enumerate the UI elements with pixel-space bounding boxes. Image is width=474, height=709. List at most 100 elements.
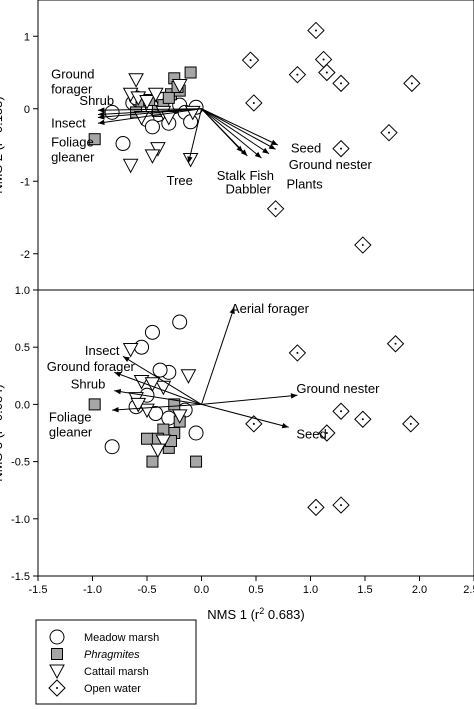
- diamond-point: [402, 415, 420, 433]
- circle-point: [144, 324, 160, 340]
- diamond-point: [245, 94, 263, 112]
- diamond-point: [318, 424, 336, 442]
- square-point: [190, 455, 203, 468]
- vector-label: Plants: [287, 177, 324, 192]
- diamond-point: [307, 21, 325, 40]
- diamond-point: [332, 139, 350, 158]
- diamond-point-dot: [252, 422, 255, 425]
- diamond-point-dot: [387, 131, 390, 134]
- diamond-point-dot: [410, 82, 413, 85]
- diamond-point-dot: [340, 147, 343, 150]
- vector-arrow: [201, 403, 289, 428]
- plot-frame: [37, 289, 474, 577]
- vector-label-line: Shrub: [71, 376, 106, 391]
- vector-arrowhead: [236, 145, 243, 153]
- diamond-point-dot: [361, 244, 364, 247]
- vector-label-line: Shrub: [79, 93, 114, 108]
- triangle-point: [155, 434, 172, 450]
- y-tick-label: -1.0: [11, 514, 30, 526]
- circle-point: [188, 425, 204, 441]
- x-tick-label: 1.5: [357, 584, 372, 596]
- vector-label: Insect: [85, 343, 120, 358]
- diamond-point-dot: [325, 432, 328, 434]
- vector-label: Ground forager: [47, 359, 136, 374]
- vector-arrow: [201, 108, 279, 146]
- vector-arrow: [97, 108, 202, 124]
- legend-label: Meadow marsh: [84, 632, 159, 644]
- square-point: [146, 455, 159, 468]
- vector-arrow: [201, 394, 298, 405]
- legend-diamond-icon: [48, 679, 66, 697]
- vector-arrow: [112, 403, 202, 411]
- triangle-point: [139, 95, 155, 110]
- vector-arrowhead: [114, 388, 122, 395]
- vector-label-line: Tree: [167, 173, 193, 188]
- vector-label: Seed: [296, 427, 326, 442]
- circle-point: [104, 439, 120, 455]
- triangle-point: [150, 142, 166, 157]
- bottom-panel: -1.5 -1.0 -0.5 0.0 0.5 1.0 -1.5 -1.0 -0.5 0.0 0.5 1…: [0, 285, 474, 622]
- triangle-point: [122, 158, 139, 174]
- diamond-point: [386, 335, 405, 353]
- y-tick-label: -0.5: [11, 457, 30, 469]
- vector-label-line: Ground nester: [296, 381, 380, 396]
- diamond-point-dot: [409, 422, 412, 425]
- vector-arrowhead: [97, 107, 105, 113]
- vector-arrow: [97, 108, 202, 111]
- vector-label-line: Seed: [296, 427, 326, 442]
- vector-label: Insect: [51, 116, 86, 131]
- vector-label: Dabbler: [225, 182, 271, 197]
- diamond-point: [318, 63, 336, 82]
- vector-label: Ground nester: [289, 157, 373, 172]
- vector-label-line: forager: [51, 81, 93, 96]
- diamond-point: [403, 74, 421, 93]
- vector-label-line: Stalk: [217, 168, 246, 183]
- vector-label-line: gleaner: [51, 149, 95, 164]
- vector-label-line: Ground: [51, 66, 94, 81]
- y-tick-label: 0: [24, 104, 30, 116]
- circle-point: [152, 362, 168, 378]
- legend-triangle-icon: [49, 664, 65, 680]
- triangle-point: [147, 87, 164, 103]
- square-point: [184, 66, 197, 79]
- y-tick-label: 1: [24, 31, 30, 43]
- triangle-point: [180, 369, 197, 384]
- x-tick-label: 2.50: [463, 584, 474, 596]
- diamond-point: [380, 123, 398, 142]
- vector-label: Shrub: [79, 93, 114, 108]
- y-tick-label: -1: [20, 176, 30, 188]
- diamond-point: [354, 410, 372, 428]
- diamond-point-dot: [340, 504, 343, 507]
- vector-label: Tree: [167, 173, 193, 188]
- vector-label: Shrub: [71, 376, 106, 391]
- x-tick-label: -1.5: [29, 584, 48, 596]
- diamond-point: [241, 51, 260, 69]
- triangle-point: [128, 73, 144, 88]
- legend-square-icon: [51, 648, 63, 660]
- vector-label: Foliage gleaner: [51, 134, 95, 164]
- vector-label-line: Fish: [249, 168, 274, 183]
- vector-arrow: [201, 108, 262, 159]
- vector-label-line: Foliage: [51, 134, 94, 149]
- vector-arrowhead: [97, 119, 105, 126]
- circle-point: [172, 314, 188, 330]
- vector-arrowhead: [114, 372, 122, 378]
- vector-arrowhead: [290, 393, 298, 399]
- diamond-point-dot: [314, 506, 317, 509]
- vector-label-line: Insect: [51, 116, 86, 131]
- circle-point: [115, 136, 131, 152]
- vector-arrow: [114, 371, 202, 405]
- triangle-point: [144, 149, 161, 164]
- vector-arrowhead: [97, 114, 105, 120]
- legend-label: Phragmites: [84, 649, 140, 661]
- x-tick-label: 1.0: [303, 584, 318, 596]
- x-tick-label: 2.0: [412, 584, 427, 596]
- vector-arrowhead: [240, 149, 248, 156]
- vector-arrowhead: [187, 156, 193, 164]
- x-tick-label: -0.5: [138, 584, 157, 596]
- diamond-point-dot: [322, 58, 325, 61]
- diamond-point: [354, 236, 372, 254]
- legend-diamond-icon-dot: [56, 687, 58, 689]
- vector-label-line: Seed: [291, 140, 321, 155]
